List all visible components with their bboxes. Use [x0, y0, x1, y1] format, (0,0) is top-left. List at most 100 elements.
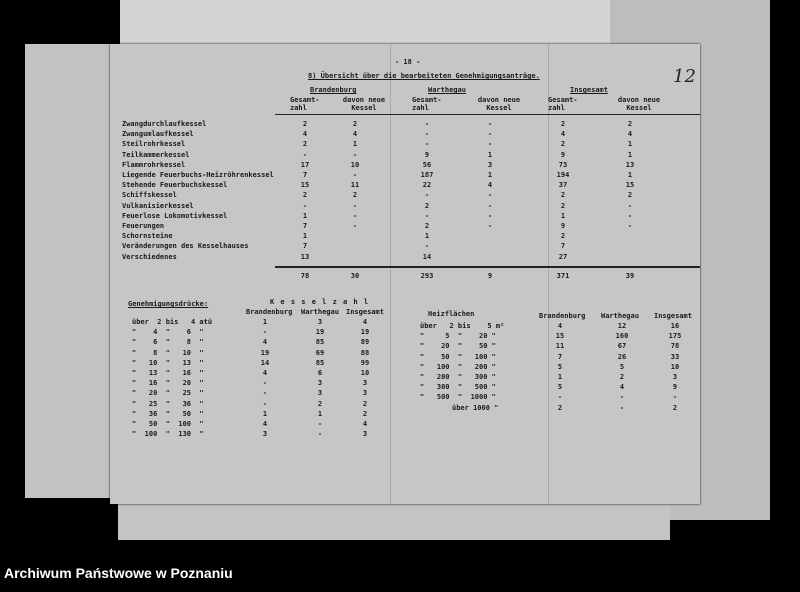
cell-value: 1 [424, 232, 430, 241]
surface-value: 5 [557, 383, 563, 392]
surface-col-header: Insgesamt [654, 312, 692, 320]
cell-value: 4 [487, 181, 493, 190]
pressure-range: " 4 " 6 " [132, 328, 204, 337]
surface-range: " 500 " 1000 " [420, 393, 496, 402]
surface-value: 2 [619, 373, 625, 381]
folio-number: 12 [673, 66, 696, 87]
surface-value: 7 [557, 352, 563, 361]
total-value: 9 [487, 272, 493, 280]
cell-value: 2 [560, 140, 566, 149]
cell-value: 15 [300, 181, 310, 190]
row-label: Schornsteine [122, 232, 173, 241]
row-label: Teilkammerkessel [122, 150, 190, 159]
col-header-new: davon neue Kessel [617, 96, 661, 112]
pressure-value: - [262, 328, 268, 337]
pressure-value: 85 [315, 358, 325, 367]
cell-value: - [487, 130, 493, 139]
pressure-value: 1 [262, 318, 268, 326]
page-number: - 18 - [395, 58, 421, 66]
cell-value: - [424, 242, 430, 251]
surface-heading: Heizflächen [428, 310, 475, 318]
row-label: Zwangumlaufkessel [122, 130, 194, 139]
cell-value: 13 [300, 252, 310, 261]
pressure-value: - [262, 389, 268, 398]
pressure-value: 2 [317, 399, 323, 408]
pressure-value: 1 [317, 409, 323, 418]
cell-value: 4 [560, 130, 566, 139]
pressure-value: 4 [262, 420, 268, 428]
row-label: Liegende Feuerbuchs-Heizröhrenkessel [122, 171, 274, 179]
pressure-value: - [317, 420, 323, 428]
cell-value: 4 [302, 130, 308, 139]
cell-value: 1 [487, 150, 493, 159]
cell-value: 7 [302, 222, 308, 230]
surface-value: - [619, 403, 625, 412]
pressure-value: 2 [362, 409, 368, 418]
cell-value: 37 [558, 181, 568, 190]
surface-value: 160 [615, 332, 629, 341]
pressure-range: " 6 " 8 " [132, 338, 204, 347]
surface-value: 15 [555, 332, 565, 341]
cell-value: 194 [556, 171, 570, 179]
pressure-value: 3 [362, 430, 368, 439]
pressure-value: 14 [260, 358, 270, 367]
row-label: Vulkanisierkessel [122, 201, 194, 210]
surface-range: " 50 " 100 " [420, 352, 496, 361]
row-label: Stehende Feuerbuchskessel [122, 181, 228, 190]
cell-value: 3 [487, 160, 493, 169]
pressure-range: " 13 " 16 " [132, 369, 204, 377]
surface-range: " 5 " 20 " [420, 332, 496, 341]
cell-value: 7 [302, 171, 308, 179]
pressure-value: 4 [262, 338, 268, 347]
row-label: Flammrohrkessel [122, 160, 186, 169]
surface-range: " 20 " 50 " [420, 342, 496, 351]
surface-value: 12 [617, 322, 627, 330]
cell-value: 9 [560, 222, 566, 230]
surface-value: 2 [557, 403, 563, 412]
cell-value: 7 [302, 242, 308, 251]
cell-value: 1 [560, 211, 566, 220]
cell-value: 15 [625, 181, 635, 190]
pressure-value: 10 [360, 369, 370, 377]
row-label: Schiffskessel [122, 191, 177, 200]
surface-range: " 200 " 300 " [420, 373, 496, 381]
pressure-value: 6 [317, 369, 323, 377]
total-value: 371 [556, 272, 570, 280]
row-label: Steilrohrkessel [122, 140, 186, 149]
page-fold [548, 44, 549, 504]
pressure-value: 99 [360, 358, 370, 367]
cell-value: 17 [300, 160, 310, 169]
cell-value: 4 [627, 130, 633, 139]
cell-value: 2 [424, 201, 430, 210]
pressure-value: 85 [315, 338, 325, 347]
pressure-value: 4 [362, 318, 368, 326]
total-value: 293 [420, 272, 434, 280]
cell-value: 27 [558, 252, 568, 261]
cell-value: 2 [302, 120, 308, 128]
cell-value: 9 [424, 150, 430, 159]
pressure-range: " 20 " 25 " [132, 389, 204, 398]
surface-value: 1 [557, 373, 563, 381]
cell-value: 14 [422, 252, 432, 261]
cell-value: - [424, 211, 430, 220]
cell-value: - [487, 201, 493, 210]
row-label: Zwangdurchlaufkessel [122, 120, 207, 128]
cell-value: 11 [350, 181, 360, 190]
cell-value: - [424, 191, 430, 200]
document-page: - 18 - 12 8) Übersicht über die bearbeit… [110, 44, 700, 504]
cell-value: 2 [302, 191, 308, 200]
pressure-value: 3 [262, 430, 268, 439]
cell-value: 2 [560, 191, 566, 200]
surface-range: " 100 " 200 " [420, 362, 496, 371]
total-value: 78 [300, 272, 310, 280]
surface-value: 3 [672, 373, 678, 381]
header-rule [275, 114, 700, 115]
total-rule [275, 266, 700, 268]
pressure-value: 69 [315, 348, 325, 357]
cell-value: 1 [487, 171, 493, 179]
row-label: Veränderungen des Kesselhauses [122, 242, 249, 251]
surface-range: über 2 bis 5 m² [420, 322, 505, 330]
col-header-total: Gesamt-zahl [548, 96, 578, 112]
cell-value: 2 [424, 222, 430, 230]
pressure-value: - [262, 399, 268, 408]
